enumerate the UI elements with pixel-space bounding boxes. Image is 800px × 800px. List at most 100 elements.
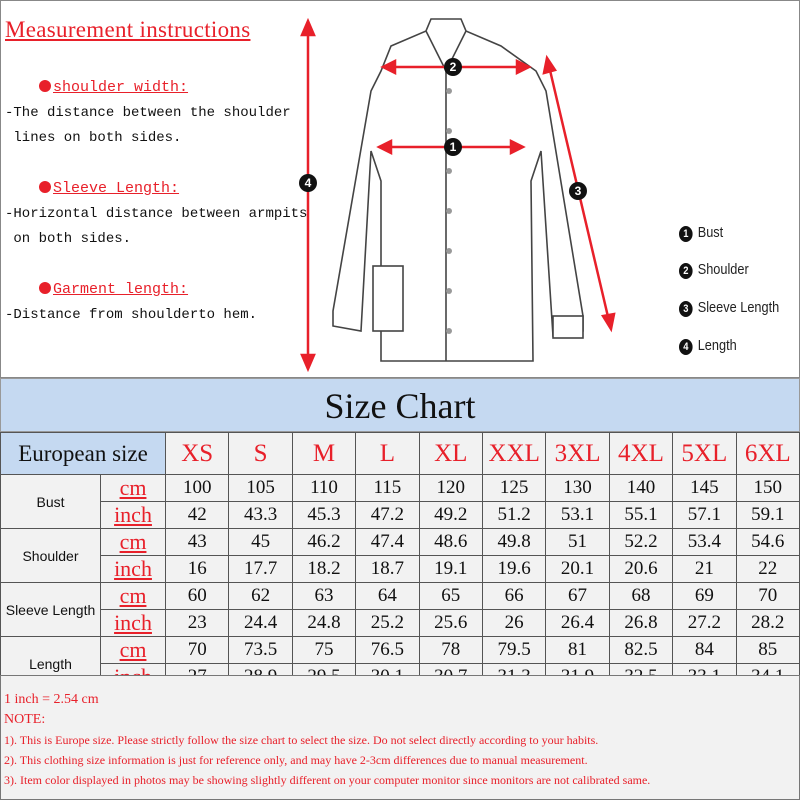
- legend-bust: 1 Bust: [679, 224, 723, 242]
- table-cell: 85: [735, 636, 800, 664]
- collar: [425, 18, 467, 73]
- table-cell: 20.1: [545, 555, 610, 583]
- desc-line: lines on both sides.: [5, 130, 182, 146]
- table-cell: 84: [672, 636, 737, 664]
- marker-2-label: 2: [450, 60, 457, 74]
- sleeve-heading: Sleeve Length:: [39, 180, 179, 197]
- marker-2-icon: [444, 58, 462, 76]
- table-cell: 63: [291, 582, 357, 610]
- measurement-section: Measurement instructions shoulder width:…: [0, 0, 800, 378]
- table-cell: 73.5: [228, 636, 293, 664]
- length-heading: Garment length:: [39, 281, 188, 298]
- table-cell: 18.7: [355, 555, 420, 583]
- table-row: inch 42 43.3 45.3 47.2 49.2 51.2 53.1 55.1 57.1 59…: [1, 501, 800, 529]
- size-header-5xl: 5XL: [672, 432, 737, 475]
- table-cell: 46.2: [291, 528, 357, 556]
- unit-cm: cm: [99, 582, 167, 610]
- note-heading: NOTE:: [4, 712, 46, 727]
- table-cell: 45.3: [291, 501, 357, 529]
- bullet-icon: [39, 80, 51, 92]
- table-row: Bust cm 100 105 110 115 120 125 130 140 145 150: [0, 474, 800, 529]
- note-line: 3). Item color displayed in photos may b…: [4, 773, 651, 787]
- desc-line: -Distance from shoulderto hem.: [5, 307, 258, 323]
- table-cell: 26.8: [608, 609, 674, 637]
- table-cell: 51: [545, 528, 610, 556]
- size-chart-title: Size Chart: [0, 378, 800, 432]
- table-row: Shoulder cm 43 45 46.2 47.4 48.6 49.8 51 52.2 53.4…: [0, 528, 800, 583]
- measure-label: Shoulder: [0, 528, 101, 583]
- measurement-title: Measurement instructions: [5, 17, 251, 42]
- table-cell: 79.5: [481, 636, 547, 664]
- table-cell: 75: [291, 636, 357, 664]
- table-row: Length cm 70 73.5 75 76.5 78 79.5 81 82.5 84 85: [0, 636, 800, 691]
- sleeve-desc: -Horizontal distance between armpits on …: [5, 202, 307, 252]
- table-cell: 47.4: [355, 528, 420, 556]
- table-cell: 68: [608, 582, 674, 610]
- legend-num: 1: [679, 226, 693, 242]
- table-cell: 47.2: [355, 501, 420, 529]
- table-cell: 140: [608, 474, 674, 502]
- desc-line: on both sides.: [5, 231, 132, 247]
- table-cell: 54.6: [735, 528, 800, 556]
- size-header-3xl: 3XL: [545, 432, 610, 475]
- marker-3-icon: [569, 182, 587, 200]
- table-cell: 59.1: [735, 501, 800, 529]
- desc-line: -Horizontal distance between armpits: [5, 206, 308, 222]
- table-cell: 26: [481, 609, 547, 637]
- table-cell: 110: [291, 474, 357, 502]
- size-table: European size XS S M L XL XXL 3XL 4XL 5XL 6XL Bust c…: [0, 432, 800, 691]
- legend-label: Length: [697, 337, 737, 354]
- table-cell: 105: [228, 474, 293, 502]
- table-cell: 53.4: [672, 528, 737, 556]
- length-desc: -Distance from shoulderto hem.: [5, 303, 257, 328]
- size-header-l: L: [355, 432, 420, 475]
- legend-num: 3: [679, 301, 693, 317]
- legend-shoulder: 2 Shoulder: [679, 261, 749, 279]
- table-cell: 20.6: [608, 555, 674, 583]
- legend-length: 4 Length: [679, 337, 737, 355]
- table-cell: 45: [228, 528, 293, 556]
- table-cell: 64: [355, 582, 420, 610]
- heading-text: Sleeve Length:: [53, 180, 180, 197]
- table-cell: 57.1: [672, 501, 737, 529]
- table-row: inch 16 17.7 18.2 18.7 19.1 19.6 20.1 20.6 21 22: [1, 555, 800, 583]
- table-cell: 24.4: [228, 609, 293, 637]
- size-header-6xl: 6XL: [735, 432, 800, 475]
- legend-num: 2: [679, 263, 693, 279]
- table-cell: 26.4: [545, 609, 610, 637]
- table-cell: 81: [545, 636, 610, 664]
- measure-label: Sleeve Length: [0, 582, 101, 637]
- unit-cm: cm: [99, 528, 167, 556]
- unit-cm: cm: [99, 474, 167, 502]
- table-cell: 21: [672, 555, 737, 583]
- table-cell: 22: [735, 555, 800, 583]
- shoulder-desc: -The distance between the shoulder lines…: [5, 101, 291, 151]
- heading-text: shoulder width:: [53, 79, 189, 96]
- european-size-label: European size: [0, 432, 167, 475]
- cuff-left: [372, 265, 404, 332]
- unit-inch: inch: [99, 501, 167, 529]
- table-row: Sleeve Length cm 60 62 63 64 65 66 67 68 69 70: [0, 582, 800, 637]
- table-cell: 48.6: [418, 528, 483, 556]
- table-cell: 70: [735, 582, 800, 610]
- note-line: 1). This is Europe size. Please strictly…: [4, 733, 599, 747]
- bullet-icon: [39, 181, 51, 193]
- marker-4-icon: [299, 174, 317, 192]
- bullet-icon: [39, 282, 51, 294]
- legend-num: 4: [679, 339, 693, 355]
- table-cell: 43: [165, 528, 230, 556]
- table-cell: 27.2: [672, 609, 737, 637]
- table-cell: 28.2: [735, 609, 800, 637]
- size-header-4xl: 4XL: [608, 432, 674, 475]
- legend-label: Shoulder: [697, 261, 749, 278]
- table-cell: 76.5: [355, 636, 420, 664]
- table-cell: 25.2: [355, 609, 420, 637]
- table-cell: 16: [165, 555, 230, 583]
- table-cell: 53.1: [545, 501, 610, 529]
- size-header-m: M: [291, 432, 357, 475]
- heading-text: Garment length:: [53, 281, 189, 298]
- table-cell: 145: [672, 474, 737, 502]
- notes-section: 1 inch = 2.54 cm NOTE: 1). This is Europ…: [0, 675, 800, 800]
- marker-1-icon: [444, 138, 462, 156]
- table-cell: 24.8: [291, 609, 357, 637]
